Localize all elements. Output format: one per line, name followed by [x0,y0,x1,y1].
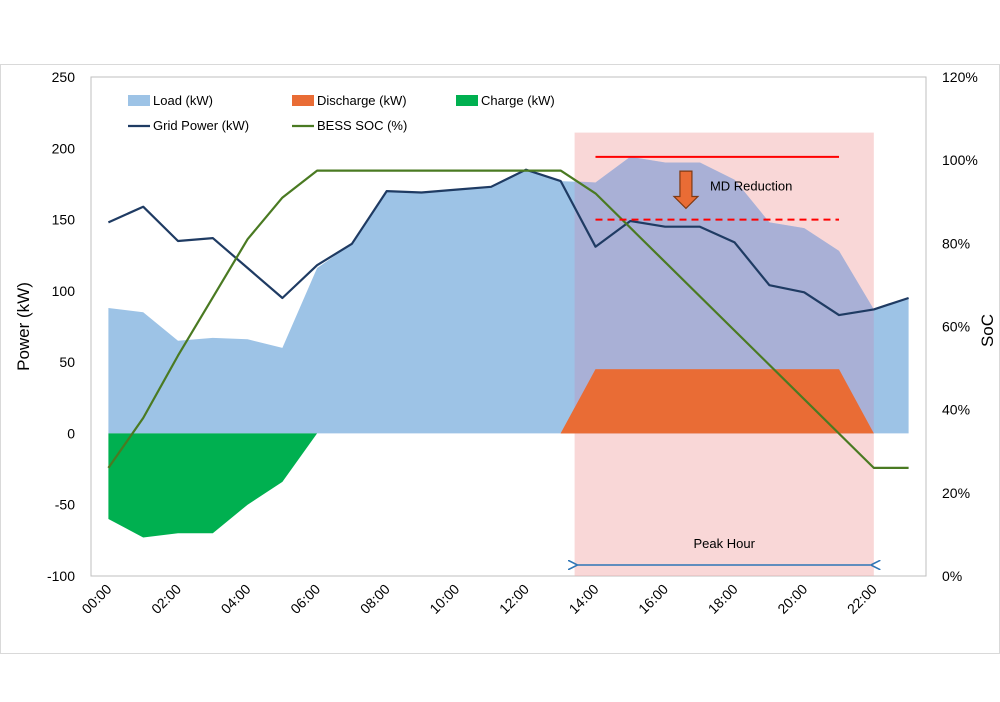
load-peak-overlay [574,156,874,434]
legend-label-discharge: Discharge (kW) [317,93,407,108]
x-tick-label: 08:00 [357,581,393,617]
annotations: MD Reduction Peak Hour [577,155,872,565]
y2-tick-label: 100% [942,152,978,168]
y2-tick-label: 60% [942,319,970,335]
y-tick-label: 200 [52,140,76,156]
y2-tick-label: 80% [942,235,970,251]
md-reduction-arrow-icon [672,170,700,210]
power-soc-chart: MD Reduction Peak Hour 250 200 150 100 50 0 -50… [14,69,997,617]
legend-swatch-charge [456,95,478,106]
y-tick-label: 0 [67,425,75,441]
grid-power-line [107,168,909,317]
legend-swatch-load [128,95,150,106]
line-series [107,168,909,469]
y2-tick-label: 20% [942,485,970,501]
y-tick-label: 100 [52,283,76,299]
y-tick-label: 150 [52,212,76,228]
y2-tick-label: 0% [942,568,962,584]
x-tick-label: 22:00 [844,581,880,617]
x-tick-label: 12:00 [496,581,532,617]
charge-area [108,433,318,538]
y2-tick-label: 120% [942,69,978,85]
legend: Load (kW) Discharge (kW) Charge (kW) Grid P… [128,93,555,133]
x-tick-label: 20:00 [774,581,810,617]
legend-swatch-discharge [292,95,314,106]
legend-label-soc: BESS SOC (%) [317,118,407,133]
md-reduction-label: MD Reduction [710,178,792,193]
x-tick-label: 10:00 [426,581,462,617]
x-tick-label: 02:00 [148,581,184,617]
x-tick-label: 18:00 [705,581,741,617]
legend-label-load: Load (kW) [153,93,213,108]
legend-label-grid: Grid Power (kW) [153,118,249,133]
x-tick-label: 16:00 [635,581,671,617]
x-tick-label: 14:00 [566,581,602,617]
discharge-area-top [560,369,874,434]
y-axis-title: Power (kW) [14,282,33,371]
chart-frame: MD Reduction Peak Hour 250 200 150 100 50 0 -50… [0,64,1000,654]
y-tick-label: -50 [55,497,75,513]
y2-axis-title: SoC [978,314,997,347]
y-tick-label: 50 [59,354,75,370]
legend-label-charge: Charge (kW) [481,93,555,108]
x-tick-label: 06:00 [287,581,323,617]
y2-tick-label: 40% [942,402,970,418]
bess-soc-line [107,169,909,469]
area-series [108,156,909,538]
x-tick-label: 00:00 [78,581,114,617]
y-tick-label: 250 [52,69,76,85]
y-tick-label: -100 [47,568,75,584]
x-tick-label: 04:00 [218,581,254,617]
peak-hour-label: Peak Hour [693,536,755,551]
